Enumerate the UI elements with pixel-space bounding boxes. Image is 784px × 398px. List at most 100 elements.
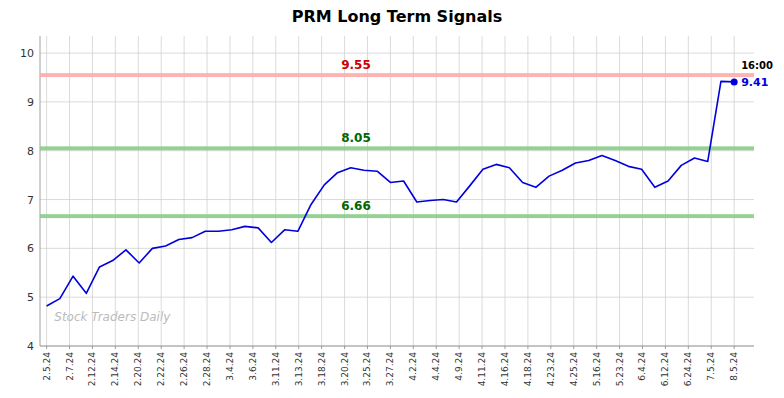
x-tick: [504, 346, 505, 349]
x-tick-label: 3.6.24: [248, 352, 258, 381]
x-tick: [207, 346, 208, 349]
x-tick: [46, 346, 47, 349]
y-tick-label: 4: [27, 340, 34, 353]
x-tick: [344, 346, 345, 349]
x-grid-line: [69, 36, 70, 346]
x-tick: [619, 346, 620, 349]
x-grid-line: [504, 36, 505, 346]
reference-label: 9.55: [341, 58, 371, 72]
x-grid-line: [413, 36, 414, 346]
x-grid-line: [367, 36, 368, 346]
x-tick: [321, 346, 322, 349]
x-tick: [550, 346, 551, 349]
price-line: [47, 81, 735, 306]
x-tick: [298, 346, 299, 349]
x-grid-line: [596, 36, 597, 346]
x-tick-label: 2.14.24: [110, 352, 120, 387]
y-tick-label: 9: [27, 96, 34, 109]
x-tick: [642, 346, 643, 349]
chart: PRM Long Term SignalsStock Traders Daily…: [0, 0, 784, 398]
y-grid-line: [40, 53, 754, 54]
x-grid-line: [665, 36, 666, 346]
x-tick-label: 4.23.24: [546, 352, 556, 387]
reference-label: 6.66: [341, 199, 371, 213]
x-tick-label: 3.25.24: [362, 352, 372, 387]
y-grid-line: [40, 101, 754, 102]
title: PRM Long Term Signals: [292, 7, 503, 26]
x-tick: [275, 346, 276, 349]
value-label: 9.41: [741, 76, 768, 89]
x-tick: [367, 346, 368, 349]
x-tick: [711, 346, 712, 349]
y-tick-label: 8: [27, 145, 34, 158]
x-tick-label: 3.20.24: [340, 352, 350, 387]
x-tick: [115, 346, 116, 349]
x-tick: [413, 346, 414, 349]
y-tick-label: 5: [27, 291, 34, 304]
x-tick-label: 2.7.24: [65, 352, 75, 381]
y-grid-line: [40, 297, 754, 298]
y-grid-line: [40, 346, 754, 347]
x-tick: [390, 346, 391, 349]
last-point: [731, 78, 738, 85]
x-tick-label: 4.2.24: [408, 352, 418, 381]
x-grid-line: [138, 36, 139, 346]
x-tick-label: 3.18.24: [317, 352, 327, 387]
x-grid-line: [642, 36, 643, 346]
x-tick-label: 3.4.24: [225, 352, 235, 381]
x-tick-label: 6.4.24: [637, 352, 647, 381]
x-tick-label: 4.9.24: [454, 352, 464, 381]
x-tick-label: 2.22.24: [156, 352, 166, 387]
reference-label: 8.05: [341, 131, 371, 145]
y-tick-label: 10: [20, 47, 34, 60]
x-tick-label: 4.11.24: [477, 352, 487, 387]
x-tick: [436, 346, 437, 349]
x-grid-line: [207, 36, 208, 346]
x-grid-line: [184, 36, 185, 346]
time-annotation: 16:00: [741, 60, 773, 71]
x-tick: [92, 346, 93, 349]
y-grid-line: [40, 199, 754, 200]
x-tick-label: 4.18.24: [523, 352, 533, 387]
x-tick-label: 4.16.24: [500, 352, 510, 387]
x-tick-label: 5.16.24: [592, 352, 602, 387]
x-tick-label: 2.12.24: [87, 352, 97, 387]
x-grid-line: [527, 36, 528, 346]
x-tick: [734, 346, 735, 349]
x-grid-line: [459, 36, 460, 346]
reference-line: [40, 73, 754, 77]
x-tick: [252, 346, 253, 349]
x-tick-label: 5.23.24: [615, 352, 625, 387]
x-grid-line: [436, 36, 437, 346]
x-tick-label: 6.24.24: [683, 352, 693, 387]
x-grid-line: [161, 36, 162, 346]
x-tick: [459, 346, 460, 349]
x-tick-label: 2.26.24: [179, 352, 189, 387]
x-tick: [665, 346, 666, 349]
x-grid-line: [275, 36, 276, 346]
x-tick: [138, 346, 139, 349]
x-tick: [573, 346, 574, 349]
x-grid-line: [482, 36, 483, 346]
x-grid-line: [688, 36, 689, 346]
y-axis-line: [40, 36, 41, 346]
x-grid-line: [711, 36, 712, 346]
x-grid-line: [390, 36, 391, 346]
x-grid-line: [46, 36, 47, 346]
x-tick: [161, 346, 162, 349]
x-tick: [596, 346, 597, 349]
x-tick-label: 2.20.24: [133, 352, 143, 387]
reference-line: [40, 146, 754, 150]
x-grid-line: [115, 36, 116, 346]
x-tick: [229, 346, 230, 349]
x-grid-line: [550, 36, 551, 346]
reference-line: [40, 214, 754, 218]
x-tick: [184, 346, 185, 349]
x-tick: [482, 346, 483, 349]
x-tick-label: 4.25.24: [569, 352, 579, 387]
x-tick: [527, 346, 528, 349]
plot-area: [40, 73, 754, 306]
x-grid-line: [92, 36, 93, 346]
x-grid-line: [229, 36, 230, 346]
x-grid-line: [619, 36, 620, 346]
